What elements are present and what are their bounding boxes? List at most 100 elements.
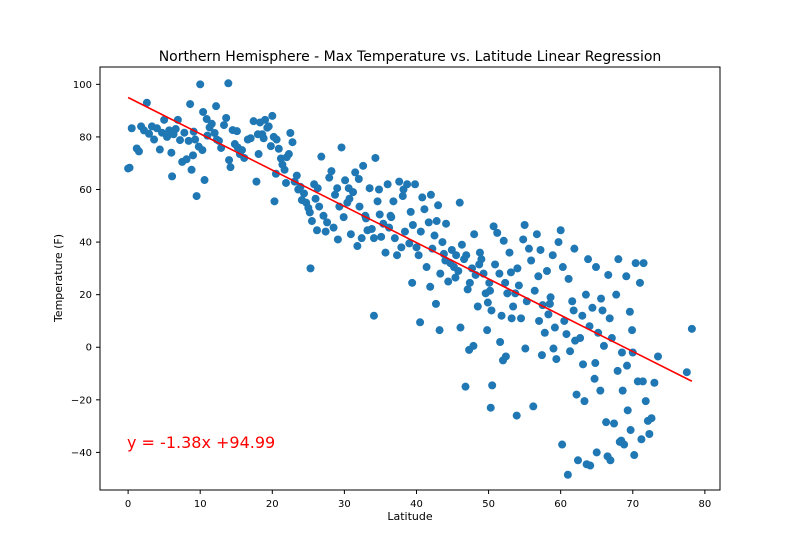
data-point: [592, 263, 600, 272]
data-point: [224, 79, 233, 88]
data-point: [573, 456, 582, 465]
x-tick-label: 80: [698, 499, 711, 510]
data-point: [558, 440, 567, 449]
data-point: [369, 311, 378, 320]
data-point: [163, 132, 172, 141]
data-point: [532, 230, 541, 239]
data-point: [422, 263, 431, 272]
data-point: [150, 135, 159, 144]
data-point: [321, 227, 330, 236]
data-point: [353, 242, 362, 251]
data-point: [252, 177, 261, 186]
data-point: [578, 311, 587, 320]
data-point: [542, 267, 551, 276]
data-point: [501, 352, 510, 361]
data-point: [687, 324, 696, 333]
data-point: [612, 290, 621, 299]
x-axis-label: Latitude: [387, 510, 433, 523]
data-point: [434, 201, 443, 210]
data-point: [438, 238, 447, 247]
data-point: [580, 397, 589, 406]
data-point: [623, 361, 631, 370]
data-point: [572, 390, 581, 399]
x-tick-label: 0: [125, 499, 131, 510]
data-point: [371, 153, 380, 162]
data-point: [383, 180, 392, 189]
data-point: [280, 165, 289, 174]
data-point: [282, 178, 290, 187]
data-point: [534, 272, 543, 281]
data-point: [462, 251, 471, 260]
data-point: [505, 248, 514, 257]
data-point: [536, 245, 545, 254]
data-point: [207, 119, 216, 128]
regression-line: [127, 96, 693, 382]
data-point: [400, 227, 409, 236]
data-point: [272, 135, 281, 144]
x-tick-label: 10: [194, 499, 207, 510]
data-point: [198, 146, 207, 155]
data-point: [171, 125, 180, 134]
data-point: [473, 302, 482, 311]
data-point: [268, 111, 277, 120]
data-point: [315, 202, 324, 211]
data-point: [552, 355, 561, 364]
data-point: [412, 243, 421, 252]
data-point: [475, 248, 484, 257]
y-tick-label: 40: [79, 238, 92, 249]
data-point: [622, 272, 631, 281]
data-point: [333, 184, 342, 193]
data-point: [638, 377, 647, 386]
data-point: [313, 184, 322, 193]
data-point: [261, 115, 270, 124]
data-point: [359, 161, 368, 170]
data-point: [623, 406, 632, 415]
data-point: [444, 277, 453, 286]
y-tick-label: 60: [79, 185, 92, 196]
data-point: [568, 297, 577, 306]
data-point: [220, 121, 228, 130]
data-point: [414, 251, 423, 260]
data-point: [625, 307, 634, 316]
data-point: [626, 426, 635, 435]
y-tick-label: 0: [86, 343, 92, 354]
data-point: [521, 344, 530, 353]
data-point: [546, 293, 555, 302]
data-point: [408, 278, 417, 287]
data-point: [592, 448, 601, 457]
data-point: [167, 148, 176, 157]
x-tick-label: 50: [482, 499, 495, 510]
data-point: [569, 306, 578, 315]
x-tick-label: 20: [266, 499, 279, 510]
data-point: [200, 176, 209, 185]
y-tick-label: −40: [71, 448, 92, 459]
data-point: [524, 244, 533, 253]
data-point: [584, 255, 593, 264]
data-point: [420, 205, 429, 214]
data-point: [331, 190, 340, 199]
data-point: [519, 235, 528, 244]
data-point: [496, 337, 505, 346]
data-point: [375, 210, 384, 219]
data-point: [369, 234, 378, 243]
data-point: [319, 211, 328, 220]
data-point: [571, 336, 580, 345]
data-point: [180, 128, 189, 137]
data-point: [682, 368, 691, 377]
data-point: [489, 222, 498, 231]
data-point: [311, 194, 320, 203]
data-point: [432, 217, 441, 226]
data-point: [630, 451, 639, 460]
data-point: [430, 231, 439, 240]
data-point: [591, 359, 600, 368]
data-point: [579, 360, 588, 369]
data-point: [618, 386, 627, 395]
data-point: [408, 221, 417, 229]
data-point: [493, 228, 502, 237]
data-point: [306, 264, 315, 273]
data-point: [566, 347, 575, 356]
data-point: [486, 286, 495, 295]
data-point: [457, 240, 466, 249]
data-point: [357, 234, 366, 243]
data-point: [222, 114, 231, 122]
